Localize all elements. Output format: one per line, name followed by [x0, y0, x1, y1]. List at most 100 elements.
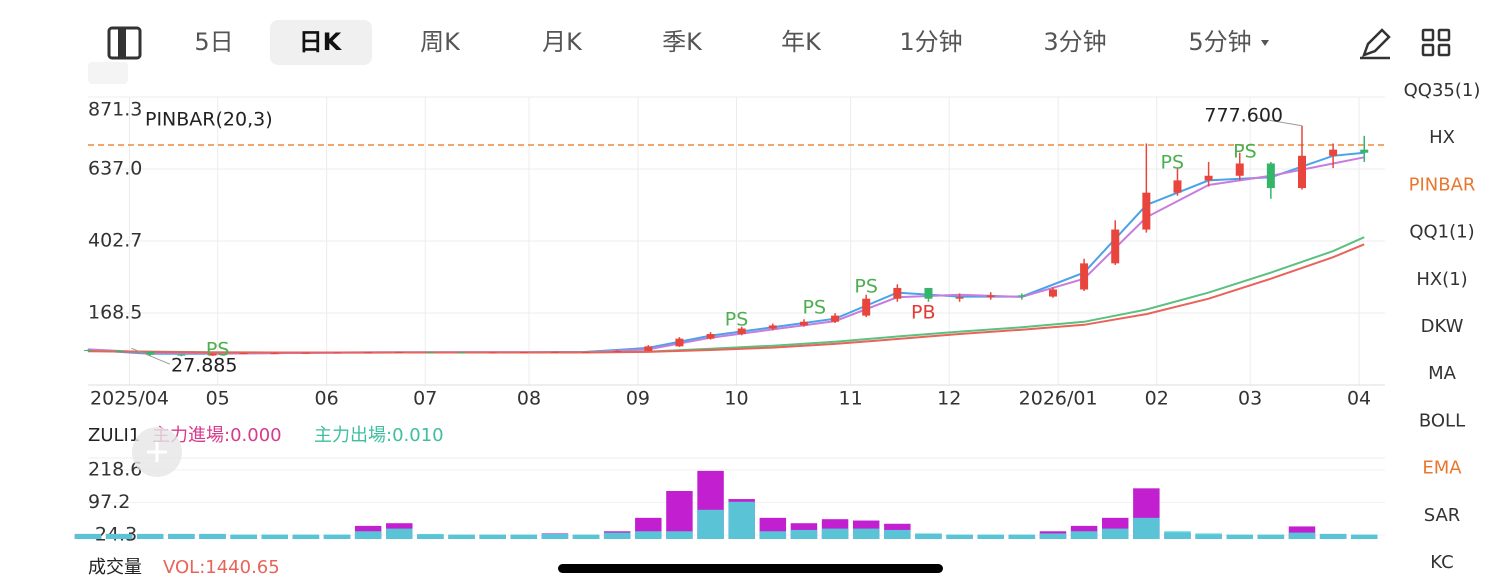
candle-body — [862, 298, 871, 316]
candle-body — [1297, 155, 1306, 189]
candle-body — [426, 351, 435, 353]
grid-icon[interactable] — [1421, 28, 1451, 57]
candle-body — [1017, 295, 1026, 297]
signal-label: PS — [1161, 151, 1185, 173]
bar — [946, 534, 973, 539]
tab[interactable]: 季K — [662, 28, 703, 56]
legend-entry: 主力進場:0.000 — [152, 425, 282, 446]
bar — [977, 534, 1004, 539]
x-tick-label: 06 — [315, 388, 339, 410]
signal-label: PS — [854, 276, 878, 298]
tab[interactable]: 1分钟 — [899, 28, 962, 56]
x-tick-label: 11 — [839, 388, 863, 410]
x-tick-label: 08 — [517, 388, 541, 410]
indicator-item[interactable]: QQ35(1) — [1404, 80, 1481, 101]
candle-body — [208, 353, 217, 356]
candle-body — [115, 350, 124, 352]
active-tab-bg — [270, 20, 372, 65]
indicator-item[interactable]: KC — [1430, 552, 1453, 573]
bar — [261, 534, 288, 539]
indicator-item[interactable]: BOLL — [1419, 410, 1465, 431]
bar — [541, 533, 569, 539]
indicator-item[interactable]: HX — [1429, 127, 1455, 148]
candle-body — [301, 352, 310, 354]
tab[interactable]: 5分钟 — [1188, 28, 1251, 56]
x-tick-label: 2026/01 — [1019, 388, 1098, 410]
bar — [915, 533, 942, 539]
bar — [666, 491, 693, 539]
x-tick-label: 10 — [724, 388, 748, 410]
tab[interactable]: 5日 — [194, 28, 233, 56]
bar — [292, 534, 320, 539]
bar — [417, 533, 444, 539]
tab[interactable]: 日K — [299, 28, 343, 56]
y-tick-label: 218.6 — [88, 458, 142, 480]
home-indicator — [558, 564, 943, 573]
bar — [105, 533, 133, 539]
bar — [635, 531, 662, 539]
bar — [1101, 528, 1129, 539]
candle-body — [457, 352, 466, 354]
volume-value: VOL:1440.65 — [163, 557, 280, 578]
min-label: 27.885 — [171, 355, 237, 377]
sub-chart-title: ZULI1 — [88, 425, 140, 446]
tab[interactable]: 3分钟 — [1043, 28, 1106, 56]
candle-body — [333, 352, 342, 354]
legend-stub — [88, 62, 128, 84]
bar — [1319, 533, 1347, 539]
candle-body — [1173, 180, 1182, 193]
bar — [697, 509, 724, 539]
bar — [666, 531, 693, 539]
dropdown-caret — [1261, 40, 1269, 46]
candle-body — [799, 321, 808, 326]
draw-icon[interactable] — [1360, 28, 1391, 60]
max-pointer — [1254, 117, 1303, 127]
legend-entry: 主力出場:0.010 — [314, 425, 444, 446]
candle-body — [831, 315, 840, 322]
bar — [168, 533, 195, 539]
tab[interactable]: 月K — [542, 28, 583, 56]
tab[interactable]: 年K — [781, 28, 822, 56]
candle-body — [706, 334, 715, 339]
candle-body — [893, 287, 902, 299]
bar — [1039, 533, 1067, 539]
indicator-item[interactable]: MA — [1428, 363, 1457, 384]
bar — [1164, 531, 1191, 539]
volume-title: 成交量 — [88, 557, 142, 578]
x-tick-label: 03 — [1238, 388, 1262, 410]
spacer — [0, 455, 1, 456]
signal-label: PS — [206, 339, 230, 361]
bar — [1070, 531, 1098, 539]
candle-body — [550, 351, 559, 353]
bar — [1226, 534, 1253, 539]
y-tick-label: 97.2 — [88, 491, 130, 513]
candle-body — [1329, 149, 1338, 156]
layout-toggle-icon[interactable] — [107, 26, 142, 60]
candle-body — [239, 353, 248, 355]
bar — [1257, 534, 1285, 539]
tab[interactable]: 周K — [420, 28, 461, 56]
candle-body — [519, 352, 528, 354]
candle-body — [270, 353, 279, 355]
bar — [479, 534, 506, 539]
bar — [759, 531, 787, 539]
bar — [852, 528, 880, 539]
x-tick-label: 2025/04 — [90, 388, 169, 410]
indicator-item[interactable]: DKW — [1421, 316, 1464, 337]
indicator-item[interactable]: HX(1) — [1416, 269, 1467, 290]
signal-label: PS — [803, 296, 827, 318]
indicator-item[interactable]: EMA — [1422, 458, 1462, 479]
bar — [510, 534, 538, 539]
bar — [603, 532, 631, 539]
bar — [728, 501, 755, 539]
bar — [323, 534, 351, 539]
bar — [1288, 532, 1316, 539]
indicator-item[interactable]: SAR — [1424, 505, 1461, 526]
indicator-item[interactable]: PINBAR — [1409, 174, 1476, 195]
bar — [137, 533, 164, 539]
indicator-item[interactable]: QQ1(1) — [1409, 222, 1474, 243]
candle-body — [146, 351, 155, 355]
x-tick-label: 09 — [626, 388, 650, 410]
